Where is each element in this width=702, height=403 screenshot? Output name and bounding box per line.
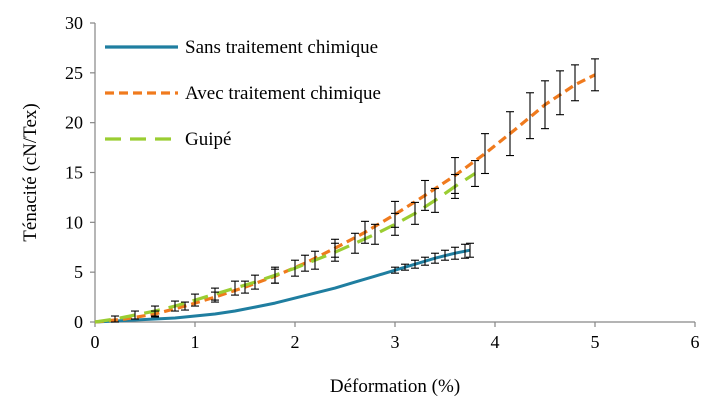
error-bar <box>401 263 409 271</box>
y-tick-label: 15 <box>65 163 83 183</box>
error-bar <box>506 111 514 157</box>
y-tick-label: 30 <box>65 13 83 33</box>
error-bar <box>451 246 459 260</box>
error-bar <box>191 293 199 307</box>
error-bar <box>421 256 429 266</box>
y-tick-label: 20 <box>65 113 83 133</box>
legend-label: Sans traitement chimique <box>185 37 378 58</box>
error-bar <box>171 300 179 312</box>
legend-entry: Sans traitement chimique <box>105 37 378 58</box>
y-tick-label: 25 <box>65 63 83 83</box>
x-tick-label: 3 <box>391 332 400 352</box>
y-tick-label: 5 <box>74 262 83 282</box>
x-tick-label: 1 <box>191 332 200 352</box>
error-bar <box>461 243 469 259</box>
legend-label: Avec traitement chimique <box>185 83 381 104</box>
error-bar <box>431 252 439 264</box>
error-bar <box>151 305 159 317</box>
error-bar <box>331 242 339 262</box>
x-tick-label: 5 <box>591 332 600 352</box>
x-ticks: 0 1 2 3 4 5 6 <box>91 322 700 352</box>
error-bar <box>591 58 599 92</box>
x-axis-title: Déformation (%) <box>330 376 460 397</box>
error-bar <box>391 266 399 274</box>
error-bar <box>466 242 474 258</box>
x-tick-label: 0 <box>91 332 100 352</box>
series-line-2 <box>94 73 596 324</box>
legend-entry: Guipé <box>105 129 231 150</box>
errorbar-layer <box>111 58 599 323</box>
error-bar <box>571 64 579 102</box>
error-bar <box>421 179 429 211</box>
error-bar <box>556 70 564 116</box>
error-bar <box>471 159 479 188</box>
error-bar <box>451 173 459 199</box>
error-bar <box>311 250 319 270</box>
error-bar <box>481 133 489 175</box>
error-bar <box>351 232 359 254</box>
error-bar <box>131 310 139 320</box>
legend: Sans traitement chimique Avec traitement … <box>105 37 381 150</box>
x-tick-label: 4 <box>491 332 500 352</box>
error-bar <box>441 249 449 261</box>
legend-entry: Avec traitement chimique <box>105 83 381 104</box>
error-bar <box>431 187 439 213</box>
axes <box>94 23 695 323</box>
y-ticks: 0 5 10 15 20 25 30 <box>65 13 95 332</box>
error-bar <box>181 301 189 311</box>
y-tick-label: 10 <box>65 212 83 232</box>
error-bar <box>411 201 419 225</box>
series-layer <box>94 73 596 324</box>
error-bar <box>371 223 379 245</box>
error-bar <box>231 280 239 296</box>
error-bar <box>211 287 219 301</box>
series-line-1 <box>94 248 471 324</box>
error-bar <box>111 315 119 323</box>
error-bar <box>361 220 369 244</box>
error-bar <box>301 254 309 272</box>
series-line-3 <box>94 172 476 324</box>
error-bar <box>271 266 279 284</box>
error-bar <box>291 259 299 277</box>
y-axis-title: Ténacité (cN/Tex) <box>20 103 41 241</box>
error-bar <box>411 259 419 269</box>
error-bar <box>251 274 259 290</box>
legend-label: Guipé <box>185 129 231 150</box>
x-tick-label: 6 <box>691 332 700 352</box>
x-tick-label: 2 <box>291 332 300 352</box>
y-tick-label: 0 <box>74 312 83 332</box>
error-bar <box>526 92 534 140</box>
error-bar <box>541 80 549 130</box>
error-bar <box>391 212 399 236</box>
error-bar <box>241 280 249 294</box>
